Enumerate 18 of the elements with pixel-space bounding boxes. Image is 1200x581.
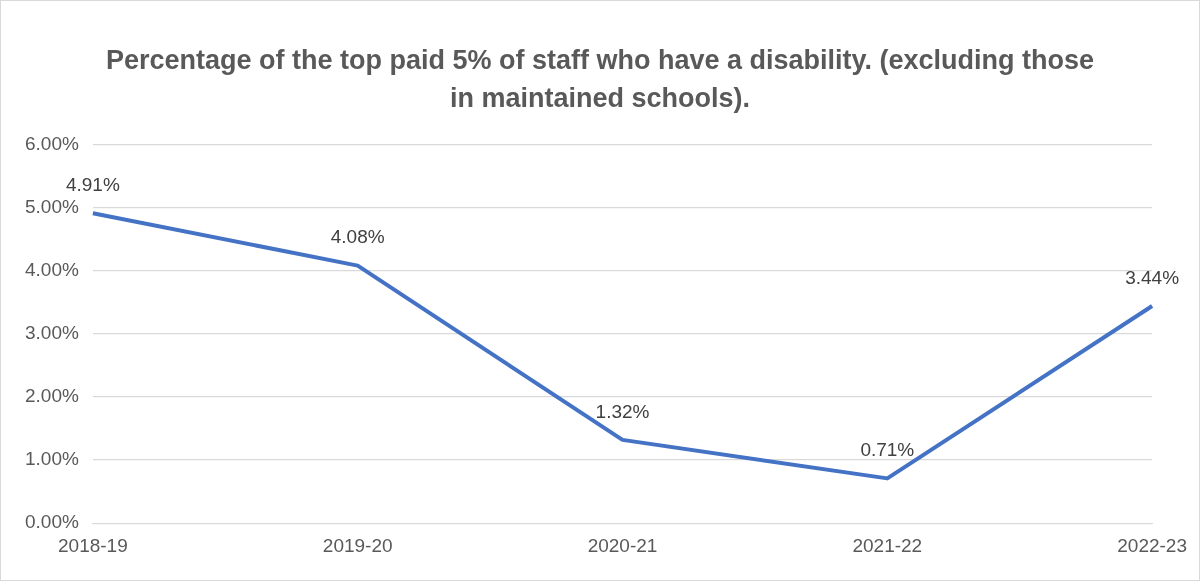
y-tick-label: 6.00% xyxy=(25,132,79,154)
data-label: 3.44% xyxy=(1125,266,1180,288)
data-label: 4.91% xyxy=(65,173,120,195)
y-tick-label: 5.00% xyxy=(25,195,79,217)
x-tick-label: 2020-21 xyxy=(587,534,658,556)
y-tick-label: 0.00% xyxy=(25,511,79,533)
y-tick-label: 3.00% xyxy=(25,322,79,344)
x-tick-label: 2018-19 xyxy=(58,534,128,556)
x-tick-label: 2022-23 xyxy=(1117,534,1187,556)
x-tick-label: 2021-22 xyxy=(852,534,923,556)
y-tick-label: 1.00% xyxy=(25,448,79,470)
chart-title: Percentage of the top paid 5% of staff who have a disability. (excluding those in maintained schools). xyxy=(104,44,1096,115)
y-tick-label: 4.00% xyxy=(25,258,79,280)
data-label: 0.71% xyxy=(860,439,915,461)
y-tick-label: 2.00% xyxy=(25,385,79,407)
x-tick-label: 2019-20 xyxy=(322,534,393,556)
data-label: 1.32% xyxy=(595,400,650,422)
data-label: 4.08% xyxy=(330,226,385,248)
